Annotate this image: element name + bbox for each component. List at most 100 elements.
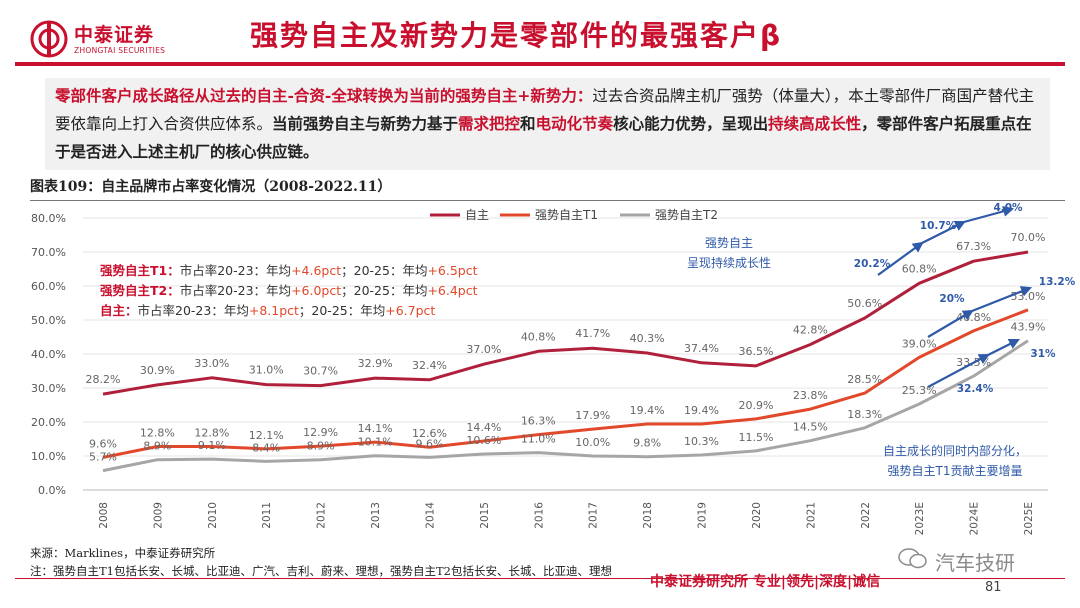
series-line-1 — [102, 250, 1029, 396]
data-label: 32.4% — [412, 359, 447, 372]
y-tick-label: 20.0% — [31, 416, 66, 429]
data-label: 28.2% — [86, 373, 121, 386]
x-tick-label: 2012 — [316, 502, 328, 529]
x-tick-label: 2014 — [424, 502, 436, 529]
data-label: 67.3% — [956, 240, 991, 253]
x-tick-label: 2021 — [805, 502, 817, 529]
data-label: 18.3% — [847, 408, 882, 421]
x-tick-label: 2011 — [261, 502, 273, 529]
share-note-1: 强势自主T1：市占率20-23：年均+4.6pct；20-25：年均+6.5pc… — [100, 263, 478, 278]
data-label: 8.9% — [307, 440, 335, 453]
y-axis: 0.0% 10.0% 20.0% 30.0% 40.0% 50.0% 60.0% 70.0% 8… — [31, 212, 66, 497]
data-label: 43.9% — [1011, 321, 1046, 334]
x-tick-label: 2009 — [152, 502, 164, 529]
x-tick-label: 2025E — [1023, 502, 1035, 535]
x-tick-label: 2010 — [207, 502, 219, 529]
x-tick-label: 2020 — [751, 502, 763, 529]
callout-growth-1: 强势自主 — [705, 236, 753, 250]
data-label: 12.8% — [140, 426, 175, 439]
y-tick-label: 60.0% — [31, 280, 66, 293]
summary-bold-2: 核心能力优势，呈现出 — [613, 114, 769, 133]
growth-arrow-1-1 — [877, 241, 924, 276]
data-label: 30.9% — [140, 364, 175, 377]
brand-logo-icon — [30, 20, 68, 58]
growth-label: 20.2% — [854, 258, 891, 270]
data-label: 39.0% — [902, 337, 937, 350]
summary-box: 零部件客户成长路径从过去的自主-合资-全球转换为当前的强势自主+新势力：过去合资… — [45, 78, 1050, 170]
chart-grid — [83, 217, 1048, 491]
page-number: 81 — [985, 580, 1002, 595]
data-label: 16.3% — [521, 415, 556, 428]
data-label: 12.8% — [194, 426, 229, 439]
share-note-3: 自主：市占率20-23：年均+8.1pct；20-25：年均+6.7pct — [100, 303, 435, 318]
data-label: 12.9% — [303, 426, 338, 439]
summary-highlight: 零部件客户成长路径从过去的自主-合资-全球转换为当前的强势自主+新势力： — [55, 86, 593, 105]
data-label: 40.3% — [630, 332, 665, 345]
title-divider — [15, 62, 1065, 66]
x-tick-label: 2008 — [98, 502, 110, 529]
brand-name: 中泰证券 — [74, 24, 155, 46]
legend-label: 强势自主T2 — [655, 208, 718, 222]
x-tick-label: 2022 — [860, 502, 872, 529]
wechat-icon — [898, 548, 927, 569]
figure-divider — [30, 200, 1065, 201]
data-label: 5.7% — [89, 451, 117, 464]
data-label: 37.0% — [466, 343, 501, 356]
footer-divider — [15, 578, 1065, 579]
data-label: 23.8% — [793, 389, 828, 402]
series-line-2 — [102, 308, 1029, 459]
y-tick-label: 50.0% — [31, 314, 66, 327]
data-label: 41.7% — [575, 327, 610, 340]
data-label: 33.0% — [194, 357, 229, 370]
watermark: 汽车技研 — [935, 551, 1015, 575]
data-label: 40.8% — [521, 330, 556, 343]
data-label: 28.5% — [847, 373, 882, 386]
summary-highlight-demand: 需求把控 — [458, 114, 521, 133]
data-label: 10.3% — [684, 435, 719, 448]
growth-arrow-2-1 — [927, 309, 974, 338]
data-label: 37.4% — [684, 342, 719, 355]
data-label: 19.4% — [684, 404, 719, 417]
data-label: 10.0% — [575, 436, 610, 449]
x-tick-label: 2015 — [479, 502, 491, 529]
data-label: 42.8% — [793, 323, 828, 336]
growth-label: 31% — [1030, 348, 1056, 360]
data-label: 25.3% — [902, 384, 937, 397]
chart-legend: 自主 强势自主T1 强势自主T2 — [430, 208, 718, 222]
data-label: 36.5% — [738, 345, 773, 358]
data-label: 10.1% — [358, 436, 393, 449]
data-label: 12.6% — [412, 427, 447, 440]
data-label: 9.6% — [415, 437, 443, 450]
summary-paragraph: 零部件客户成长路径从过去的自主-合资-全球转换为当前的强势自主+新势力：过去合资… — [55, 82, 1040, 166]
y-tick-label: 40.0% — [31, 348, 66, 361]
x-tick-label: 2018 — [642, 502, 654, 529]
x-tick-label: 2019 — [697, 502, 709, 529]
chart-data-labels: 28.2% 30.9% 33.0% 31.0% 30.7% 32.9% 32.4% 37.0%… — [86, 231, 1046, 464]
y-tick-label: 80.0% — [31, 212, 66, 225]
chart-series — [102, 250, 1029, 473]
summary-highlight-growth: 持续高成长性 — [768, 114, 862, 133]
data-label: 11.0% — [521, 433, 556, 446]
y-tick-label: 30.0% — [31, 382, 66, 395]
data-label: 9.1% — [198, 439, 226, 452]
legend-label: 自主 — [465, 208, 489, 222]
x-tick-label: 2013 — [370, 502, 382, 529]
growth-arrow-2-2 — [971, 286, 1033, 313]
data-label: 31.0% — [249, 364, 284, 377]
data-label: 12.1% — [249, 429, 284, 442]
source-note: 来源：Marklines，中泰证券研究所 — [30, 546, 216, 560]
x-axis: 2008 2009 2010 2011 2012 2013 2014 2015 2016 2017… — [98, 502, 1035, 536]
summary-text: 过去合资品牌主机厂强势（体量大），本土零部件厂商国产替代主要依靠向上打入合资供应… — [55, 87, 1035, 133]
data-label: 14.1% — [358, 422, 393, 435]
data-label: 14.4% — [466, 421, 501, 434]
growth-arrows: 20.2% 10.7% 4.0% 20% 13.2% 32.4% 31% — [854, 202, 1076, 395]
page-title: 强势自主及新势力是零部件的最强客户β — [250, 19, 783, 52]
data-label: 17.9% — [575, 409, 610, 422]
growth-label: 4.0% — [993, 202, 1023, 214]
data-label: 30.7% — [303, 365, 338, 378]
y-tick-label: 0.0% — [38, 484, 66, 497]
legend-label: 强势自主T1 — [535, 208, 598, 222]
data-label: 60.8% — [902, 262, 937, 275]
summary-bold-3: ，零部件客户拓展重点在于是否进入上述主机厂的核心供应链。 — [55, 114, 1032, 161]
data-label: 9.8% — [633, 437, 661, 450]
